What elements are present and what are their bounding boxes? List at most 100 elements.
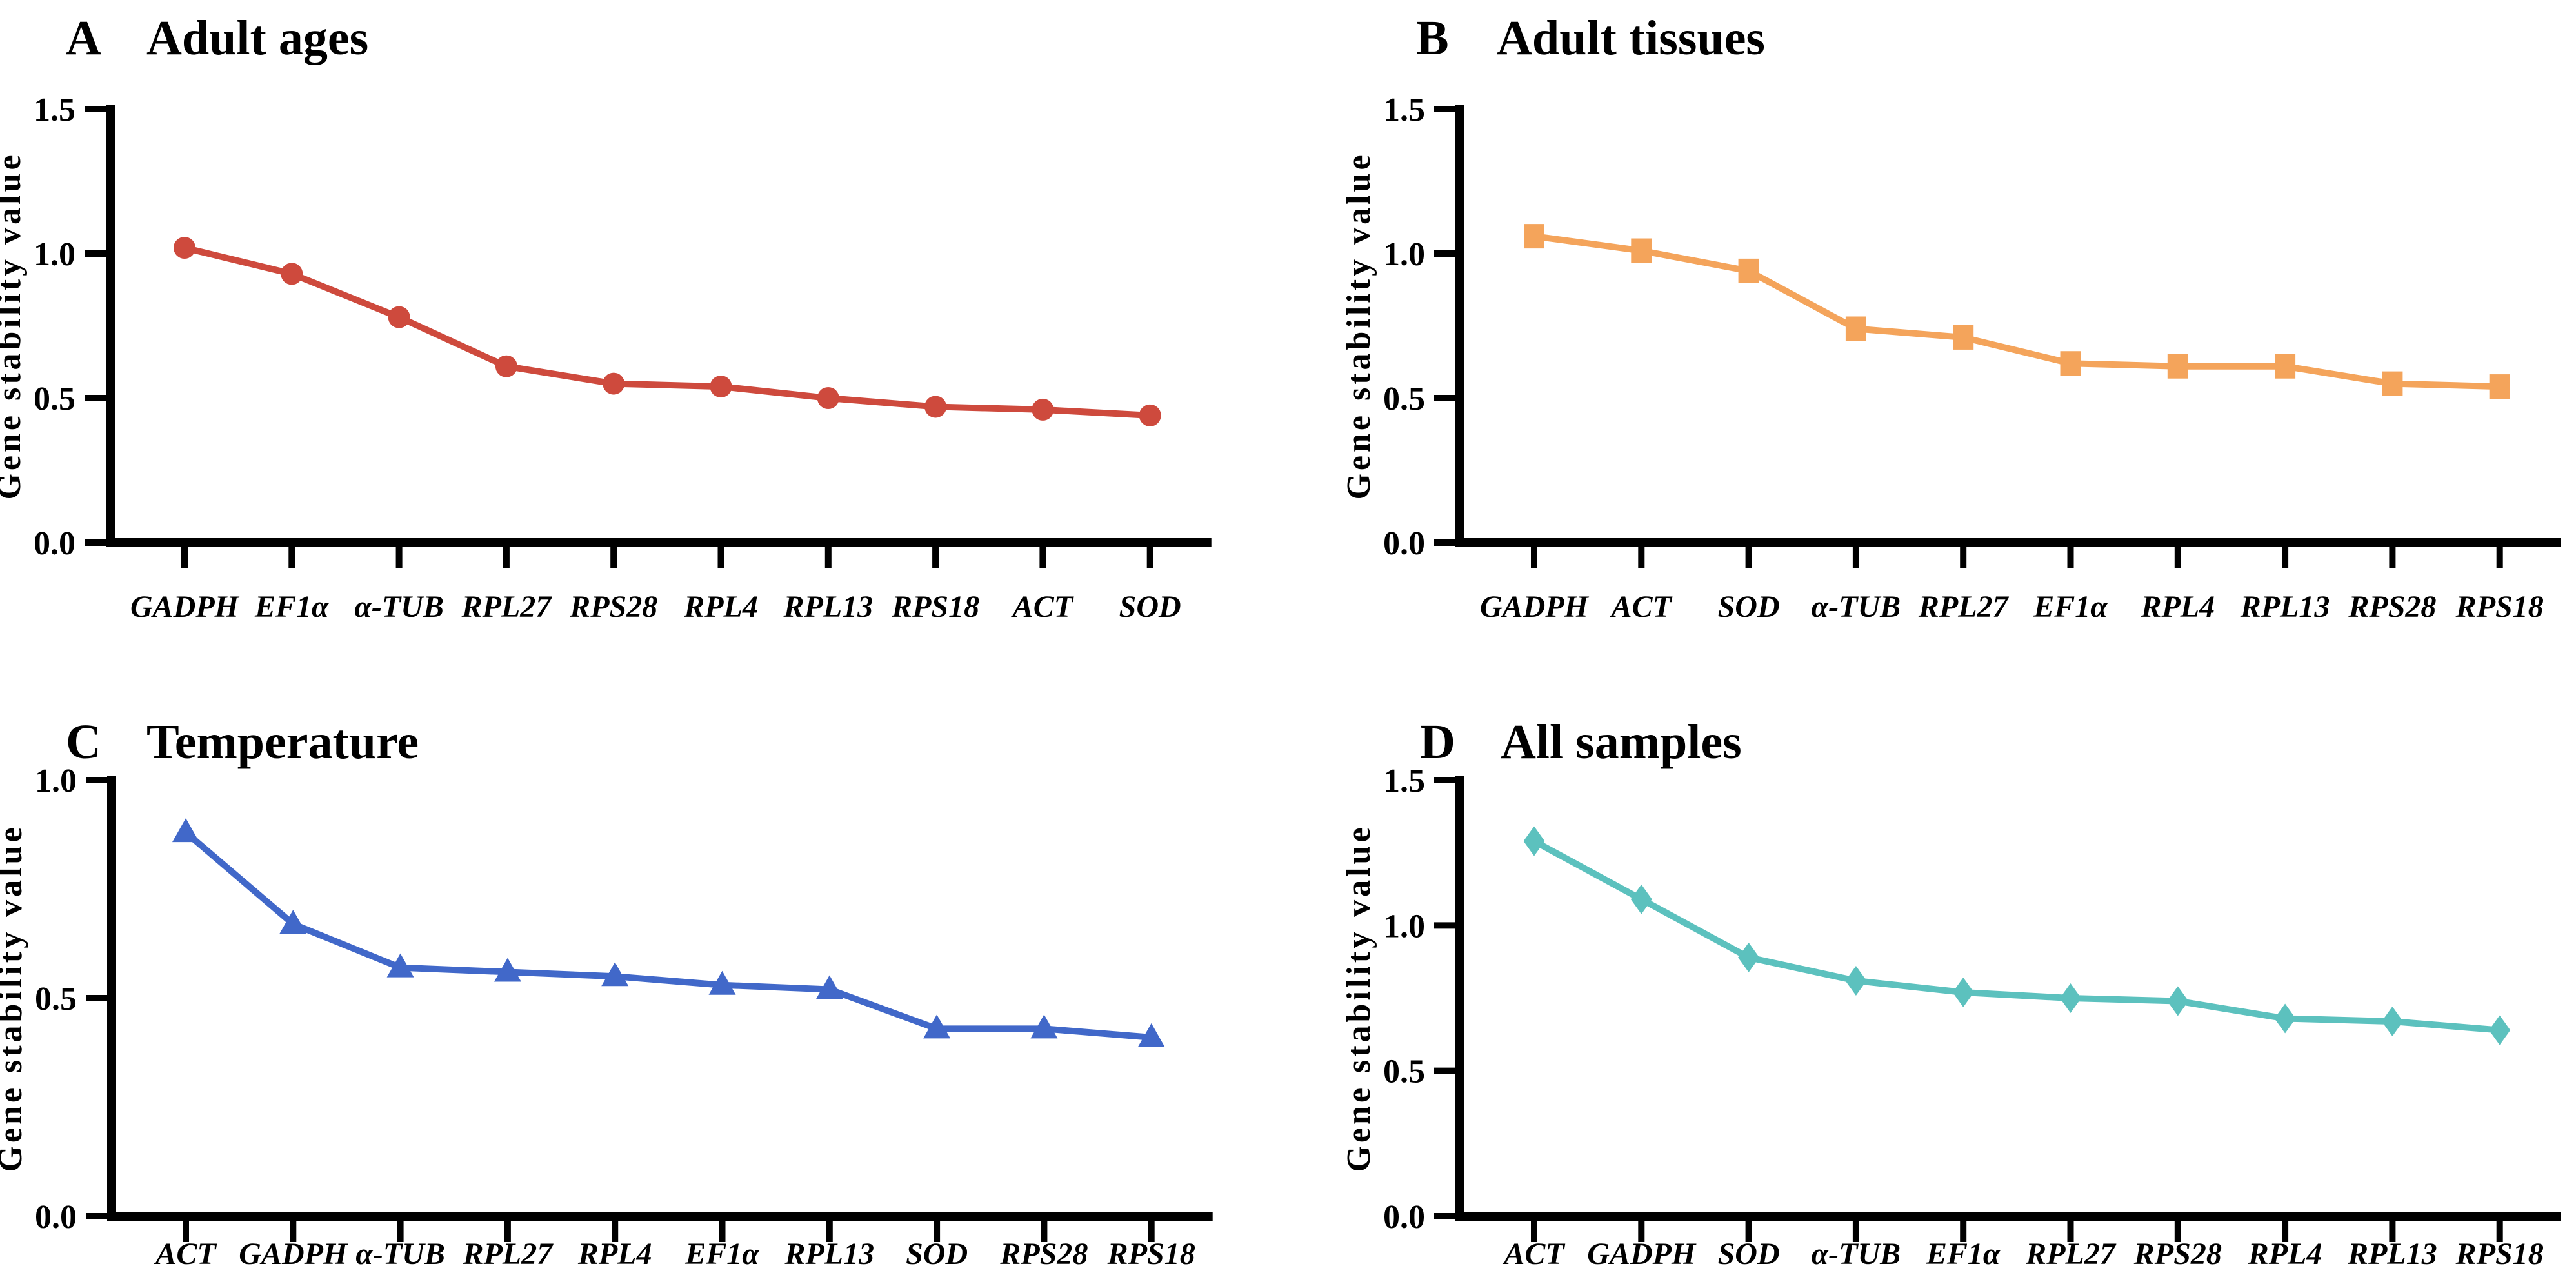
data-point-marker bbox=[1738, 258, 1759, 283]
x-tick-label: RPS18 bbox=[2455, 590, 2544, 624]
data-point-marker bbox=[815, 975, 843, 999]
y-tick-label: 0.5 bbox=[1383, 1054, 1425, 1090]
series-line bbox=[1531, 233, 2503, 390]
data-point-marker bbox=[601, 962, 629, 987]
data-point-marker bbox=[1953, 325, 1974, 350]
x-tick-label: RPS18 bbox=[891, 590, 979, 624]
x-tick-label: GADPH bbox=[1587, 1237, 1697, 1271]
panel-title: Adult tissues bbox=[1497, 11, 1765, 65]
y-tick-label: 0.0 bbox=[34, 525, 75, 562]
x-tick-label: SOD bbox=[1119, 590, 1181, 624]
x-tick-label: RPL4 bbox=[2248, 1237, 2322, 1271]
x-tick-label: RPL27 bbox=[463, 1237, 554, 1271]
y-axis-title: Gene stability value bbox=[1341, 824, 1377, 1172]
x-tick-label: SOD bbox=[1718, 1237, 1780, 1271]
data-point-marker bbox=[923, 1014, 951, 1039]
y-tick-label: 1.0 bbox=[1383, 236, 1425, 273]
y-tick-label: 1.0 bbox=[34, 236, 75, 273]
data-point-marker bbox=[1524, 224, 1544, 249]
data-point-marker bbox=[494, 958, 521, 982]
x-tick-label: RPL27 bbox=[461, 590, 553, 624]
x-tick-label: RPL4 bbox=[577, 1237, 652, 1271]
y-tick-label: 0.5 bbox=[1383, 381, 1425, 417]
data-point-marker bbox=[710, 376, 732, 398]
x-tick-label: GADPH bbox=[1480, 590, 1590, 624]
y-tick-label: 1.0 bbox=[35, 763, 77, 799]
data-point-marker bbox=[1032, 398, 1054, 421]
x-tick-label: EF1α bbox=[1926, 1237, 2001, 1271]
data-point-marker bbox=[2060, 351, 2081, 376]
x-tick-label: ACT bbox=[1610, 590, 1673, 624]
panel-d: D All samples 0.0 0.5 1.0 1.5 Gene stability v… bbox=[1288, 642, 2576, 1284]
y-tick-label: 0.5 bbox=[34, 381, 75, 417]
y-tick-label: 0.0 bbox=[35, 1199, 77, 1236]
y-axis-title: Gene stability value bbox=[1341, 152, 1377, 499]
data-point-marker bbox=[2489, 374, 2510, 399]
data-point-marker bbox=[1738, 942, 1760, 972]
data-point-marker bbox=[2167, 986, 2189, 1016]
x-tick-label: RPS28 bbox=[999, 1237, 1088, 1271]
panel-title-letter: C bbox=[66, 715, 101, 769]
panel-a: A Adult ages 0.0 0.5 1.0 1.5 Gene stability va… bbox=[0, 0, 1288, 642]
data-point-marker bbox=[708, 970, 736, 995]
data-point-marker bbox=[2382, 371, 2403, 396]
x-tick-label: RPL27 bbox=[2025, 1237, 2117, 1271]
x-tick-label: EF1α bbox=[684, 1237, 760, 1271]
x-tick-label: RPS28 bbox=[2133, 1237, 2222, 1271]
data-point-marker bbox=[1137, 1023, 1165, 1047]
data-point-marker bbox=[1952, 977, 1974, 1007]
x-tick-label: RPS28 bbox=[569, 590, 657, 624]
x-tick-label: RPL13 bbox=[2240, 590, 2330, 624]
x-tick-label: ACT bbox=[1502, 1237, 1565, 1271]
data-point-marker bbox=[172, 818, 199, 843]
data-point-marker bbox=[2381, 1007, 2403, 1037]
data-point-marker bbox=[2060, 983, 2081, 1013]
panel-title-letter: A bbox=[66, 11, 101, 65]
series-line bbox=[183, 829, 1155, 1041]
x-tick-label: ACT bbox=[1011, 590, 1074, 624]
panel-title: All samples bbox=[1501, 715, 1742, 769]
y-axis-title: Gene stability value bbox=[0, 824, 29, 1172]
series-line bbox=[1531, 838, 2503, 1034]
x-tick-label: RPS18 bbox=[1107, 1237, 1195, 1271]
x-tick-label: RPL13 bbox=[783, 590, 873, 624]
y-tick-label: 0.5 bbox=[35, 981, 77, 1018]
x-tick-label: RPL13 bbox=[784, 1237, 874, 1271]
data-point-marker bbox=[2275, 354, 2296, 379]
x-tick-label: ACT bbox=[154, 1237, 217, 1271]
data-point-marker bbox=[1030, 1014, 1058, 1039]
x-tick-label: α-TUB bbox=[355, 1237, 445, 1271]
data-point-marker bbox=[1845, 316, 1866, 341]
data-point-marker bbox=[1845, 965, 1867, 996]
series-line bbox=[181, 245, 1153, 419]
panel-title-letter: D bbox=[1420, 715, 1455, 769]
data-point-marker bbox=[1139, 404, 1161, 426]
x-tick-label: EF1α bbox=[254, 590, 330, 624]
data-point-marker bbox=[386, 953, 414, 978]
x-tick-label: SOD bbox=[906, 1237, 968, 1271]
y-tick-label: 1.5 bbox=[1383, 763, 1425, 799]
y-axis-title: Gene stability value bbox=[0, 152, 28, 499]
x-tick-label: GADPH bbox=[239, 1237, 348, 1271]
panel-title: Temperature bbox=[146, 715, 419, 769]
x-tick-label: EF1α bbox=[2033, 590, 2108, 624]
x-tick-label: RPL4 bbox=[2140, 590, 2215, 624]
x-tick-label: α-TUB bbox=[1812, 590, 1901, 624]
x-tick-label: α-TUB bbox=[1812, 1237, 1901, 1271]
data-point-marker bbox=[174, 237, 195, 259]
panel-title: Adult ages bbox=[146, 11, 368, 65]
x-tick-label: RPS18 bbox=[2455, 1237, 2544, 1271]
y-tick-label: 1.5 bbox=[1383, 92, 1425, 128]
data-point-marker bbox=[495, 355, 517, 377]
x-tick-label: GADPH bbox=[130, 590, 240, 624]
x-tick-label: RPS28 bbox=[2348, 590, 2436, 624]
y-tick-label: 0.0 bbox=[1383, 525, 1425, 562]
data-point-marker bbox=[1523, 826, 1545, 856]
data-point-marker bbox=[1631, 238, 1652, 263]
x-tick-label: α-TUB bbox=[354, 590, 444, 624]
data-point-marker bbox=[1630, 884, 1652, 914]
